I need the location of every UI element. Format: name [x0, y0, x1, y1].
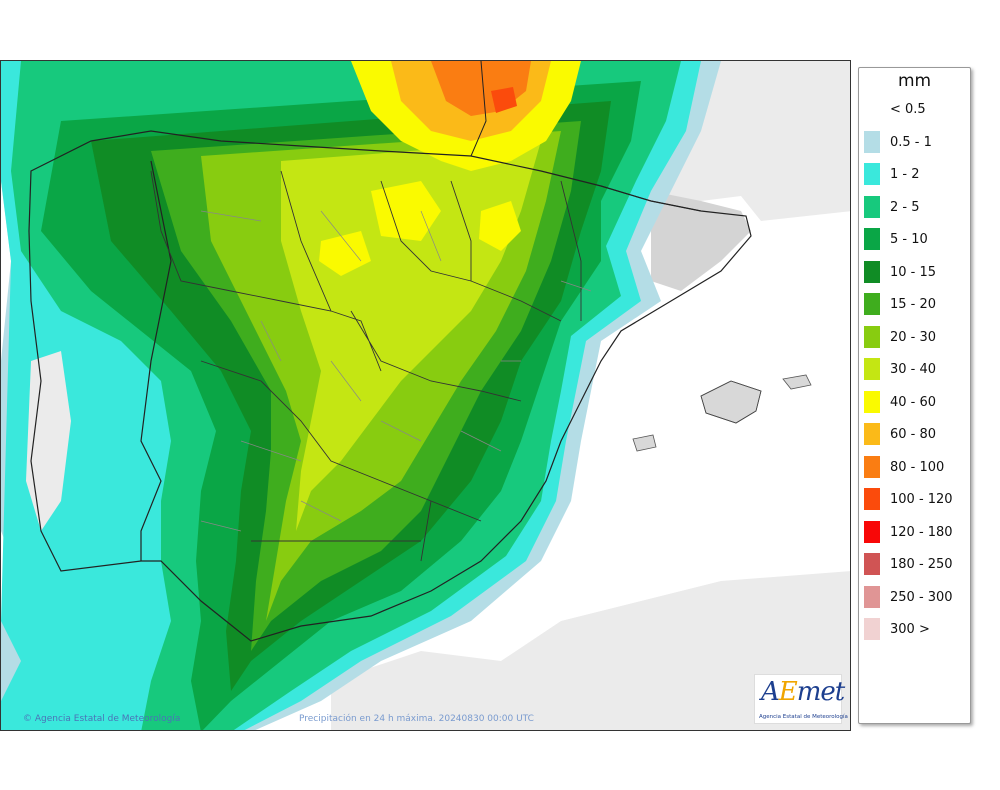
precipitation-map: © Agencia Estatal de Meteorología Precip… [0, 60, 851, 731]
aemet-logo-mark: AEmet [761, 677, 845, 707]
legend-label: 5 - 10 [890, 232, 928, 247]
legend-swatch [864, 585, 880, 608]
africa-land [331, 571, 850, 730]
precipitation-legend: mm < 0.5 0.5 - 1 1 - 2 2 - 5 5 - 10 10 - 15 15… [858, 67, 971, 724]
legend-item: < 0.5 [864, 98, 964, 120]
catalonia-dry [651, 191, 751, 291]
france-border [470, 61, 702, 212]
legend-swatch [864, 98, 880, 120]
legend-swatch [864, 553, 880, 575]
legend-item: 40 - 60 [864, 390, 964, 413]
ibiza [632, 434, 657, 452]
legend-label: 80 - 100 [890, 459, 945, 475]
legend-item: 300 > [864, 618, 964, 640]
legend-label: 1 - 2 [890, 167, 920, 182]
legend-label: 30 - 40 [890, 362, 937, 377]
legend-swatch [864, 618, 880, 640]
legend-item: 120 - 180 [864, 520, 964, 543]
legend-label: 2 - 5 [890, 199, 920, 215]
rain-40-60-2 [371, 181, 441, 241]
legend-item: 2 - 5 [864, 195, 964, 218]
legend-swatch [864, 423, 880, 445]
legend-label: 15 - 20 [890, 297, 937, 312]
rain-100-120 [491, 87, 517, 113]
legend-item: 60 - 80 [864, 423, 964, 445]
copyright-text: Agencia Estatal de Meteorología [34, 714, 181, 724]
legend-item: 80 - 100 [864, 455, 964, 478]
legend-label: 180 - 250 [890, 557, 953, 572]
legend-label: 120 - 180 [890, 524, 953, 540]
mallorca-outline [700, 380, 762, 424]
legend-label: 40 - 60 [890, 394, 937, 410]
legend-swatch [864, 293, 880, 315]
legend-swatch [864, 130, 880, 153]
legend-swatch [864, 488, 880, 510]
legend-swatch [864, 228, 880, 250]
legend-item: 15 - 20 [864, 293, 964, 315]
portugal-spain-border [140, 160, 172, 561]
map-caption: Precipitación en 24 h máxima. 20240830 0… [299, 714, 534, 724]
portugal-dry [26, 351, 71, 531]
province-borders [200, 210, 592, 532]
rain-40-60-3 [479, 201, 521, 251]
legend-unit: mm [897, 71, 932, 91]
legend-swatch [864, 390, 880, 413]
legend-swatch [864, 163, 880, 185]
legend-item: 5 - 10 [864, 228, 964, 250]
legend-label: 250 - 300 [890, 589, 953, 605]
regional-borders [150, 170, 582, 562]
legend-swatch [864, 455, 880, 478]
legend-label: 300 > [890, 622, 930, 637]
legend-item: 10 - 15 [864, 260, 964, 283]
legend-label: 100 - 120 [890, 492, 953, 507]
copyright-credit: © Agencia Estatal de Meteorología [23, 714, 180, 724]
rain-40-60-4 [319, 231, 371, 276]
legend-label: 20 - 30 [890, 329, 937, 345]
legend-label: 10 - 15 [890, 264, 937, 280]
legend-item: 1 - 2 [864, 163, 964, 185]
legend-swatch [864, 325, 880, 348]
legend-item: 180 - 250 [864, 553, 964, 575]
aemet-logo: AEmet Agencia Estatal de Meteorología [754, 674, 848, 724]
legend-item: 250 - 300 [864, 585, 964, 608]
copyright-icon: © [23, 714, 32, 724]
legend-label: 0.5 - 1 [890, 134, 932, 150]
legend-item: 20 - 30 [864, 325, 964, 348]
map-canvas [1, 61, 850, 730]
legend-label: 60 - 80 [890, 427, 937, 442]
legend-item: 0.5 - 1 [864, 130, 964, 153]
aemet-logo-subtitle: Agencia Estatal de Meteorología [759, 714, 848, 720]
legend-item: 30 - 40 [864, 358, 964, 380]
legend-swatch [864, 358, 880, 380]
legend-label: < 0.5 [890, 102, 926, 117]
legend-item: 100 - 120 [864, 488, 964, 510]
legend-swatch [864, 520, 880, 543]
legend-swatch [864, 195, 880, 218]
menorca [782, 374, 812, 390]
legend-swatch [864, 260, 880, 283]
